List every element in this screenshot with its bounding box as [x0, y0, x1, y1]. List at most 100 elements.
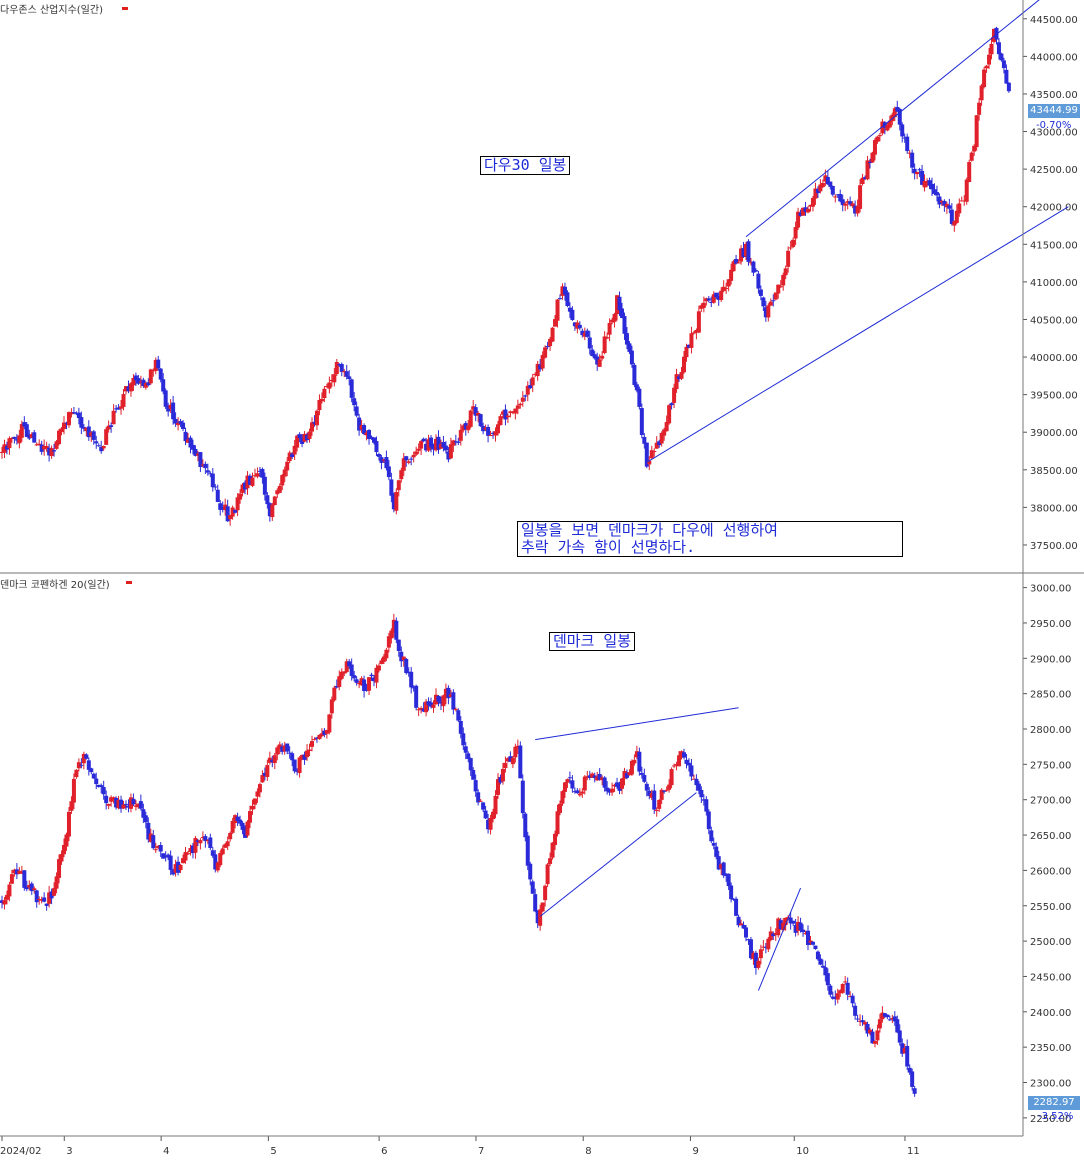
den-candle-body: [384, 649, 389, 659]
dow-candle-body: [744, 243, 748, 257]
dow-daily-label: 다우30 일봉: [480, 156, 571, 175]
den-ytick-label: 2800.00: [1030, 725, 1071, 736]
den-candle-body: [880, 1012, 885, 1020]
dow-candle-body: [210, 473, 215, 488]
denmark-change-pct: -3.52%: [1038, 1111, 1074, 1122]
dow-candle-body: [758, 289, 763, 296]
dow-ytick-label: 41000.00: [1030, 278, 1078, 289]
dow-candle-body: [505, 415, 510, 418]
den-candle-body: [488, 817, 493, 830]
den-candle-body: [634, 751, 639, 758]
den-candle-body: [530, 881, 535, 894]
dow-candle-body: [922, 180, 927, 188]
dow-candle-body: [183, 431, 188, 442]
dow-ytick-label: 39500.00: [1030, 391, 1078, 402]
dow-candle-body: [944, 203, 949, 208]
den-candle-body: [282, 745, 287, 752]
den-candle-body: [783, 917, 788, 926]
den-candle-body: [302, 754, 307, 760]
den-candle-body: [773, 932, 778, 935]
dow-candle-body: [156, 359, 161, 369]
dow-candle-body: [617, 296, 622, 311]
dow-candle-body: [176, 423, 181, 426]
dow-candle-body: [987, 54, 992, 65]
dow-candle-body: [830, 185, 835, 195]
dow-candle-body: [791, 239, 796, 247]
den-candle-body: [443, 688, 448, 698]
dow-candle-body: [205, 470, 210, 473]
den-candle-body: [203, 836, 208, 842]
den-candle-body: [624, 773, 629, 778]
dow-candle-body: [29, 434, 34, 438]
dow-candle-body: [342, 371, 347, 373]
dow-candle-body: [796, 211, 801, 228]
dow-candle-body: [751, 261, 756, 273]
den-candle-body: [701, 799, 706, 801]
den-candle-body: [808, 940, 813, 943]
dow-candle-body: [709, 301, 714, 303]
den-candle-body: [461, 733, 466, 746]
dow-candle-body: [384, 457, 389, 469]
dow-candle-body: [57, 430, 62, 445]
den-candle-body: [438, 701, 443, 704]
dow-candle-body: [674, 374, 679, 390]
den-candle-body: [32, 888, 37, 890]
dow-candle-body: [905, 136, 910, 152]
den-candle-body: [877, 1019, 882, 1029]
dow-candle-body: [652, 450, 657, 453]
den-candle-body: [243, 827, 248, 838]
dow-candle-body: [347, 376, 352, 380]
den-candle-body: [362, 679, 367, 692]
den-candle-body: [763, 946, 768, 948]
comment-box: 일봉을 보면 덴마크가 다우에 선행하여 추락 가속 함이 선명하다.: [517, 521, 903, 557]
dow-candle-body: [642, 436, 647, 444]
den-ytick-label: 2250.00: [1030, 1114, 1071, 1125]
den-candle-body: [49, 891, 54, 899]
den-ytick-label: 2450.00: [1030, 972, 1071, 983]
den-candle-body: [850, 995, 855, 1004]
den-candle-body: [421, 708, 426, 712]
dow-candle-body: [327, 382, 332, 389]
dow-candle-body: [572, 322, 577, 327]
dow-candle-body: [379, 457, 384, 463]
den-candle-body: [870, 1031, 875, 1044]
den-candle-body: [391, 619, 396, 633]
dow-candle-body: [729, 269, 734, 281]
dow-candle-body: [243, 482, 248, 490]
den-candle-body: [853, 1005, 858, 1016]
den-ytick-label: 2750.00: [1030, 760, 1071, 771]
den-candle-body: [686, 762, 691, 766]
dow-candle-body: [86, 426, 91, 438]
den-candle-body: [59, 854, 64, 862]
den-candle-body: [349, 664, 354, 676]
dow-candle-body: [595, 356, 600, 365]
dow-candle-body: [431, 445, 436, 450]
dow-candle-body: [582, 332, 587, 337]
dow-candle-body: [409, 458, 414, 460]
den-candle-body: [84, 754, 89, 759]
dow-ytick-label: 40000.00: [1030, 353, 1078, 364]
dow-candle-body: [838, 194, 843, 202]
den-candle-body: [674, 764, 679, 766]
dow-candle-body: [190, 444, 195, 450]
dow-candle-body: [850, 203, 855, 207]
dow-candle-body: [153, 359, 158, 371]
dow-candle-body: [711, 294, 716, 303]
dow-candle-body: [840, 199, 845, 206]
den-candle-body: [902, 1047, 907, 1054]
dow-candle-body: [567, 307, 572, 312]
dow-candle-body: [372, 437, 376, 443]
den-candle-body: [171, 869, 176, 875]
den-candle-body: [178, 864, 183, 871]
den-candle-body: [758, 949, 763, 959]
den-candle-body: [190, 845, 195, 854]
dow-candle-body: [265, 495, 270, 505]
dow-candle-body: [654, 442, 659, 449]
den-candle-body: [319, 733, 324, 736]
dow-candle-body: [731, 261, 736, 272]
den-candle-body: [746, 939, 751, 941]
dow-candle-body: [161, 379, 166, 392]
den-candle-body: [240, 822, 245, 830]
dow-candle-body: [865, 160, 870, 180]
dow-candle-body: [548, 338, 553, 347]
